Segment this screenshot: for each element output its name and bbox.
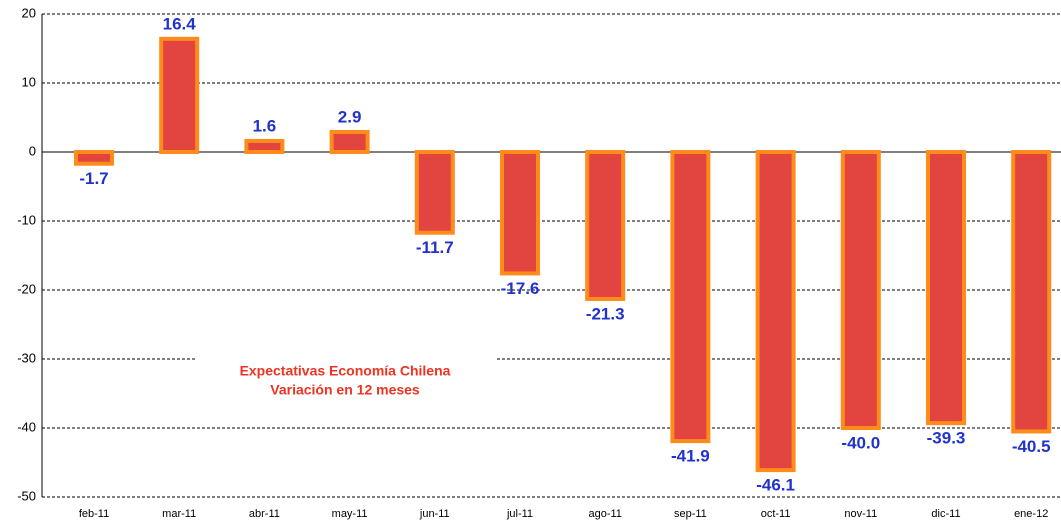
bar <box>1011 150 1052 434</box>
value-label: 16.4 <box>163 14 197 33</box>
value-label: -1.7 <box>79 169 108 188</box>
bar <box>840 150 881 430</box>
x-tick-label: jul-11 <box>506 508 533 520</box>
bar <box>500 150 540 276</box>
bar <box>159 36 200 155</box>
bar <box>755 150 796 473</box>
y-tick-label: -10 <box>17 212 36 227</box>
chart-title: Expectativas Economía Chilena <box>240 363 451 379</box>
value-label: -40.5 <box>1012 437 1051 456</box>
bar <box>585 150 626 301</box>
chart-title: Variación en 12 meses <box>270 382 420 398</box>
value-label: 2.9 <box>338 107 362 126</box>
y-tick-label: 10 <box>22 74 36 89</box>
x-tick-label: jun-11 <box>419 508 450 520</box>
x-tick-label: may-11 <box>332 508 368 520</box>
value-label: -46.1 <box>756 476 795 495</box>
value-label: -40.0 <box>841 433 880 452</box>
value-label: -17.6 <box>501 279 540 298</box>
value-label: 1.6 <box>253 116 277 135</box>
value-label: -21.3 <box>586 304 625 323</box>
y-tick-label: -40 <box>17 419 36 434</box>
value-label: -41.9 <box>671 447 710 466</box>
x-tick-label: ene-12 <box>1014 508 1048 520</box>
bar <box>670 150 711 444</box>
x-tick-label: oct-11 <box>761 508 791 520</box>
value-label: -11.7 <box>416 238 454 257</box>
x-tick-label: feb-11 <box>79 508 109 520</box>
bar <box>926 150 966 426</box>
bar <box>329 129 370 155</box>
x-tick-label: dic-11 <box>931 508 960 520</box>
y-tick-label: -30 <box>17 350 36 365</box>
x-tick-label: sep-11 <box>674 508 707 520</box>
value-label: -39.3 <box>927 429 966 448</box>
y-tick-label: -20 <box>17 281 36 296</box>
x-tick-label: nov-11 <box>844 508 877 520</box>
bar <box>244 138 285 155</box>
bar <box>74 150 114 166</box>
x-tick-label: ago-11 <box>588 508 621 520</box>
title-background <box>195 356 495 404</box>
x-tick-label: abr-11 <box>249 508 280 520</box>
y-tick-label: -50 <box>17 488 36 503</box>
bar <box>414 150 455 235</box>
x-tick-label: mar-11 <box>162 508 196 520</box>
y-tick-label: 0 <box>29 143 36 158</box>
y-tick-label: 20 <box>22 5 36 20</box>
